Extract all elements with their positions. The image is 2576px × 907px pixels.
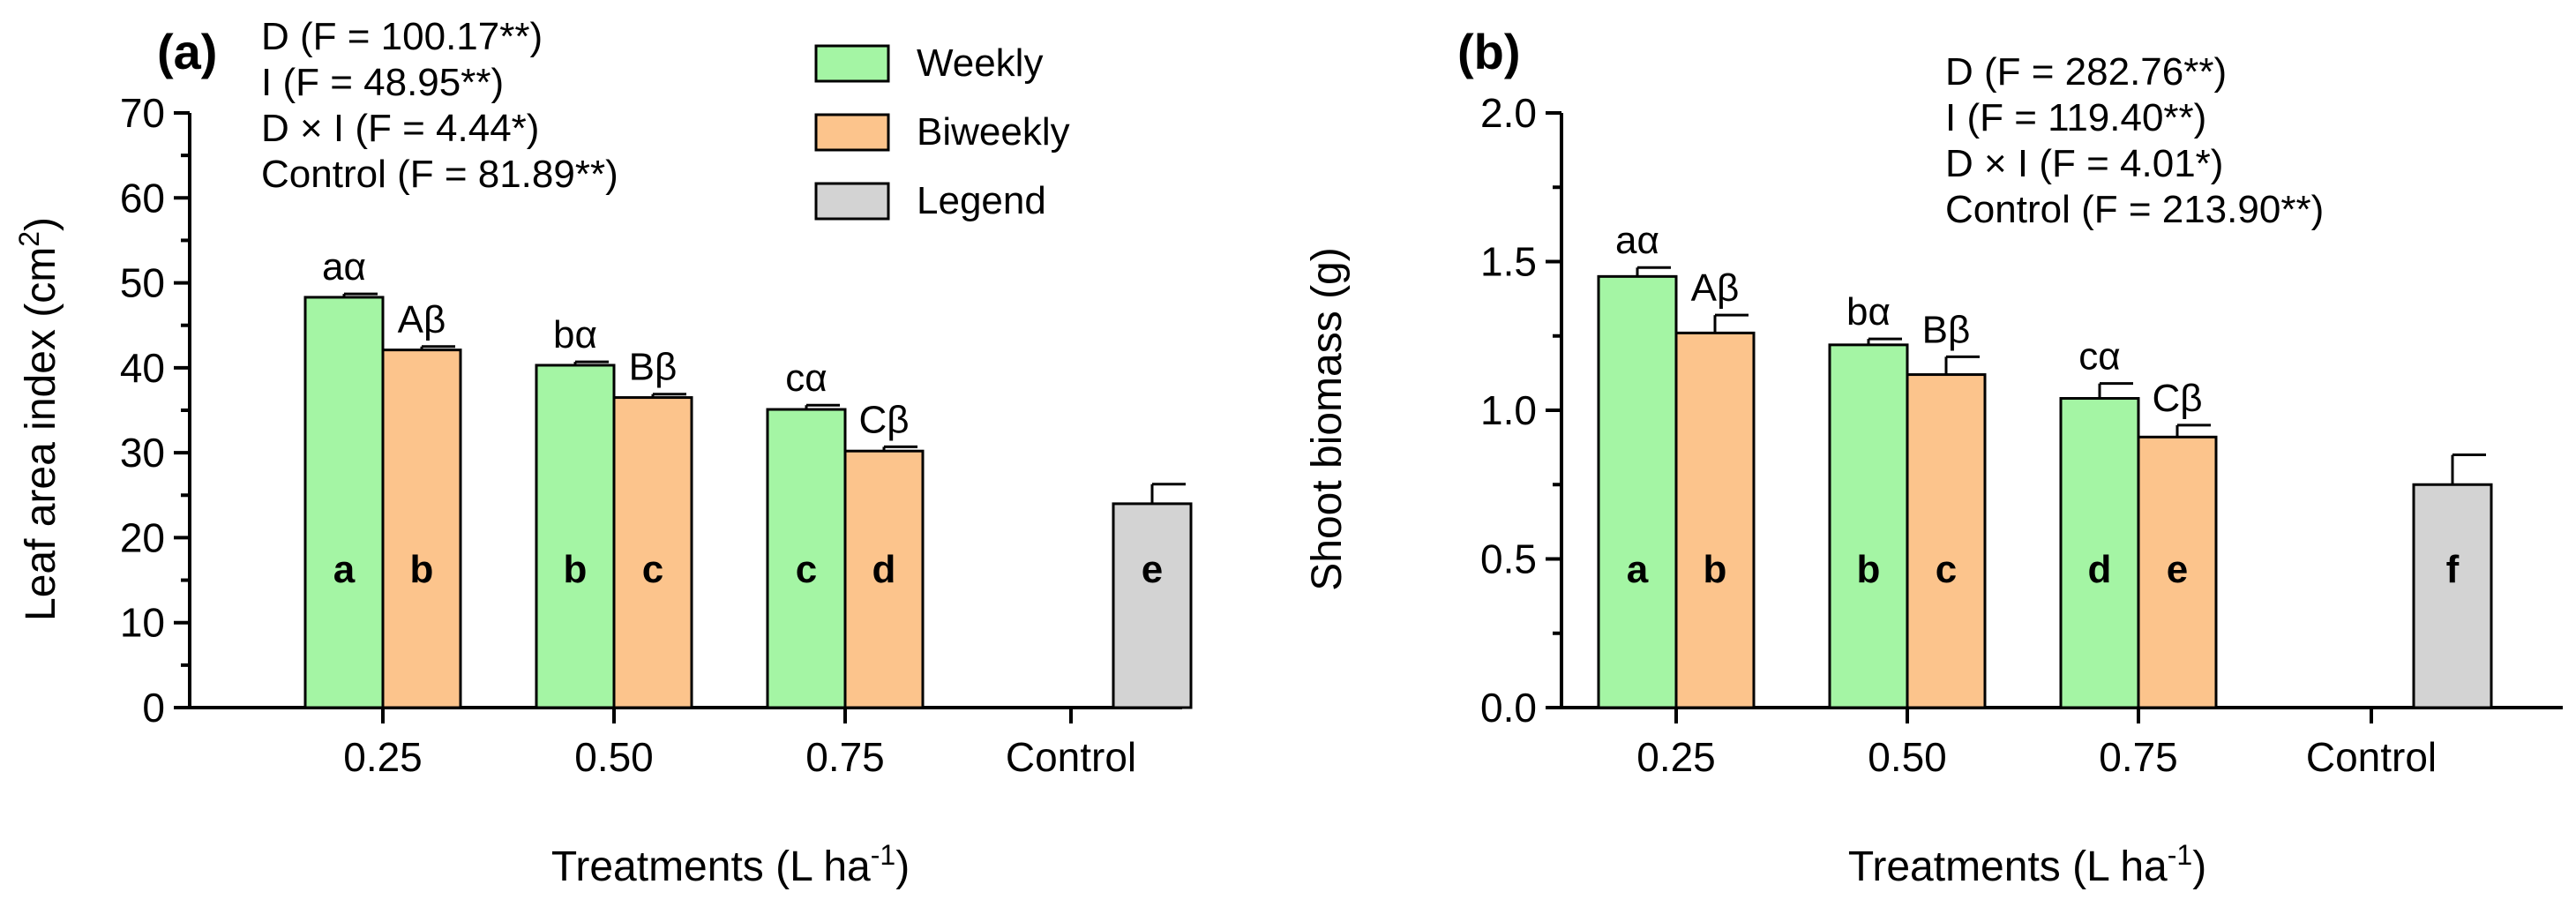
top-letter-label: Cβ [2152,377,2202,420]
legend-swatch [814,113,890,152]
in-bar-letter-label: a [333,548,356,591]
panel-label: (a) [157,24,217,79]
bar [381,349,462,709]
bar [1112,502,1193,709]
stats-line: D (F = 100.17**) [261,15,543,58]
x-axis-title: Treatments (L ha-1) [1848,839,2206,890]
x-axis-title-text: Treatments (L ha [551,843,871,890]
bar [2412,483,2493,709]
y-axis-title-text: Leaf area index (cm [18,247,64,621]
top-letter-label: aα [1615,219,1659,262]
bar [1597,274,1678,709]
legend-label: Biweekly [917,110,1070,154]
top-letter-label: Cβ [858,398,909,441]
bar [1828,343,1909,709]
x-axis-title-text: Treatments (L ha [1848,843,2168,890]
in-bar-letter-label: e [1142,548,1163,591]
panel-a: 0 10 20 30 40 50 60 70 0.25 0.50 0.75 Control aα a Aβ b… [13,15,1193,890]
in-bar-letter-label: b [1704,548,1727,591]
x-tick-label: Control [1006,734,1136,780]
in-bar-letter-label: c [642,548,663,591]
y-axis-title: Leaf area index (cm2) [13,217,64,621]
top-letter-label: bα [1846,290,1891,334]
stats-line: D × I (F = 4.44*) [261,107,539,150]
in-bar-letter-label: b [410,548,434,591]
y-tick-label: 0.0 [1480,685,1537,731]
legend: Weekly Biweekly Legend [814,41,1070,222]
panel-label: (b) [1457,24,1521,79]
bar [1906,373,1987,709]
y-tick-label: 0 [142,685,165,731]
stats-line: Control (F = 81.89**) [261,153,618,196]
legend-label: Legend [917,179,1046,222]
y-tick-label: 20 [120,514,165,560]
in-bar-letter-label: d [2088,548,2112,591]
top-letter-label: Aβ [398,298,446,341]
top-letter-label: cα [2078,335,2120,379]
in-bar-letter-label: c [796,548,817,591]
bar [612,396,693,709]
x-tick-label: Control [2306,734,2437,780]
x-tick-label: 0.75 [2099,734,2178,780]
in-bar-letter-label: f [2446,548,2460,591]
x-axis-title-sup: -1 [2168,839,2192,871]
in-bar-letter-label: b [1857,548,1881,591]
y-axis-title-text: Shoot biomass (g) [1304,247,1351,591]
legend-swatch [814,44,890,83]
legend-swatch [814,182,890,221]
x-tick-label: 0.75 [805,734,885,780]
in-bar-letter-label: e [2167,548,2188,591]
top-letter-label: bα [553,313,597,356]
stats-line: D × I (F = 4.01*) [1945,142,2223,185]
y-tick-label: 70 [120,90,165,136]
in-bar-letter-label: a [1627,548,1649,591]
bar [1674,331,1756,709]
x-tick-label: 0.50 [574,734,654,780]
y-tick-label: 0.5 [1480,536,1537,582]
x-tick-label: 0.25 [1636,734,1716,780]
panel-b: 0.0 0.5 1.0 1.5 2.0 0.25 0.50 0.75 Control aα a Aβ b… [1304,24,2563,890]
top-letter-label: Aβ [1691,266,1740,310]
stats-line: Control (F = 213.90**) [1945,188,2324,231]
y-tick-label: 2.0 [1480,90,1537,136]
bar [535,364,616,709]
bar [766,408,847,709]
x-axis-title-end: ) [895,843,910,890]
y-tick-label: 1.5 [1480,239,1537,285]
y-tick-label: 40 [120,345,165,391]
y-tick-label: 60 [120,175,165,221]
x-tick-label: 0.25 [343,734,423,780]
top-letter-label: Bβ [629,346,678,389]
in-bar-letter-label: c [1936,548,1957,591]
top-letter-label: Bβ [1922,308,1971,351]
stats-line: I (F = 48.95**) [261,61,504,104]
top-letter-label: cα [785,356,827,400]
in-bar-letter-label: b [564,548,588,591]
x-axis-title: Treatments (L ha-1) [551,839,910,890]
bar [303,296,385,709]
x-tick-label: 0.50 [1868,734,1947,780]
x-axis-title-end: ) [2192,843,2206,890]
y-tick-label: 1.0 [1480,387,1537,433]
y-axis-title-sup: 2 [13,231,45,247]
in-bar-letter-label: d [872,548,896,591]
y-tick-label: 50 [120,260,165,306]
stats-line: I (F = 119.40**) [1945,96,2206,139]
y-axis-title-end: ) [18,217,64,231]
y-tick-label: 10 [120,600,165,646]
x-axis-title-sup: -1 [871,839,895,871]
top-letter-label: aα [322,245,366,289]
y-tick-label: 30 [120,430,165,476]
stats-line: D (F = 282.76**) [1945,50,2227,94]
y-axis-title: Shoot biomass (g) [1304,247,1351,591]
legend-label: Weekly [917,41,1043,85]
